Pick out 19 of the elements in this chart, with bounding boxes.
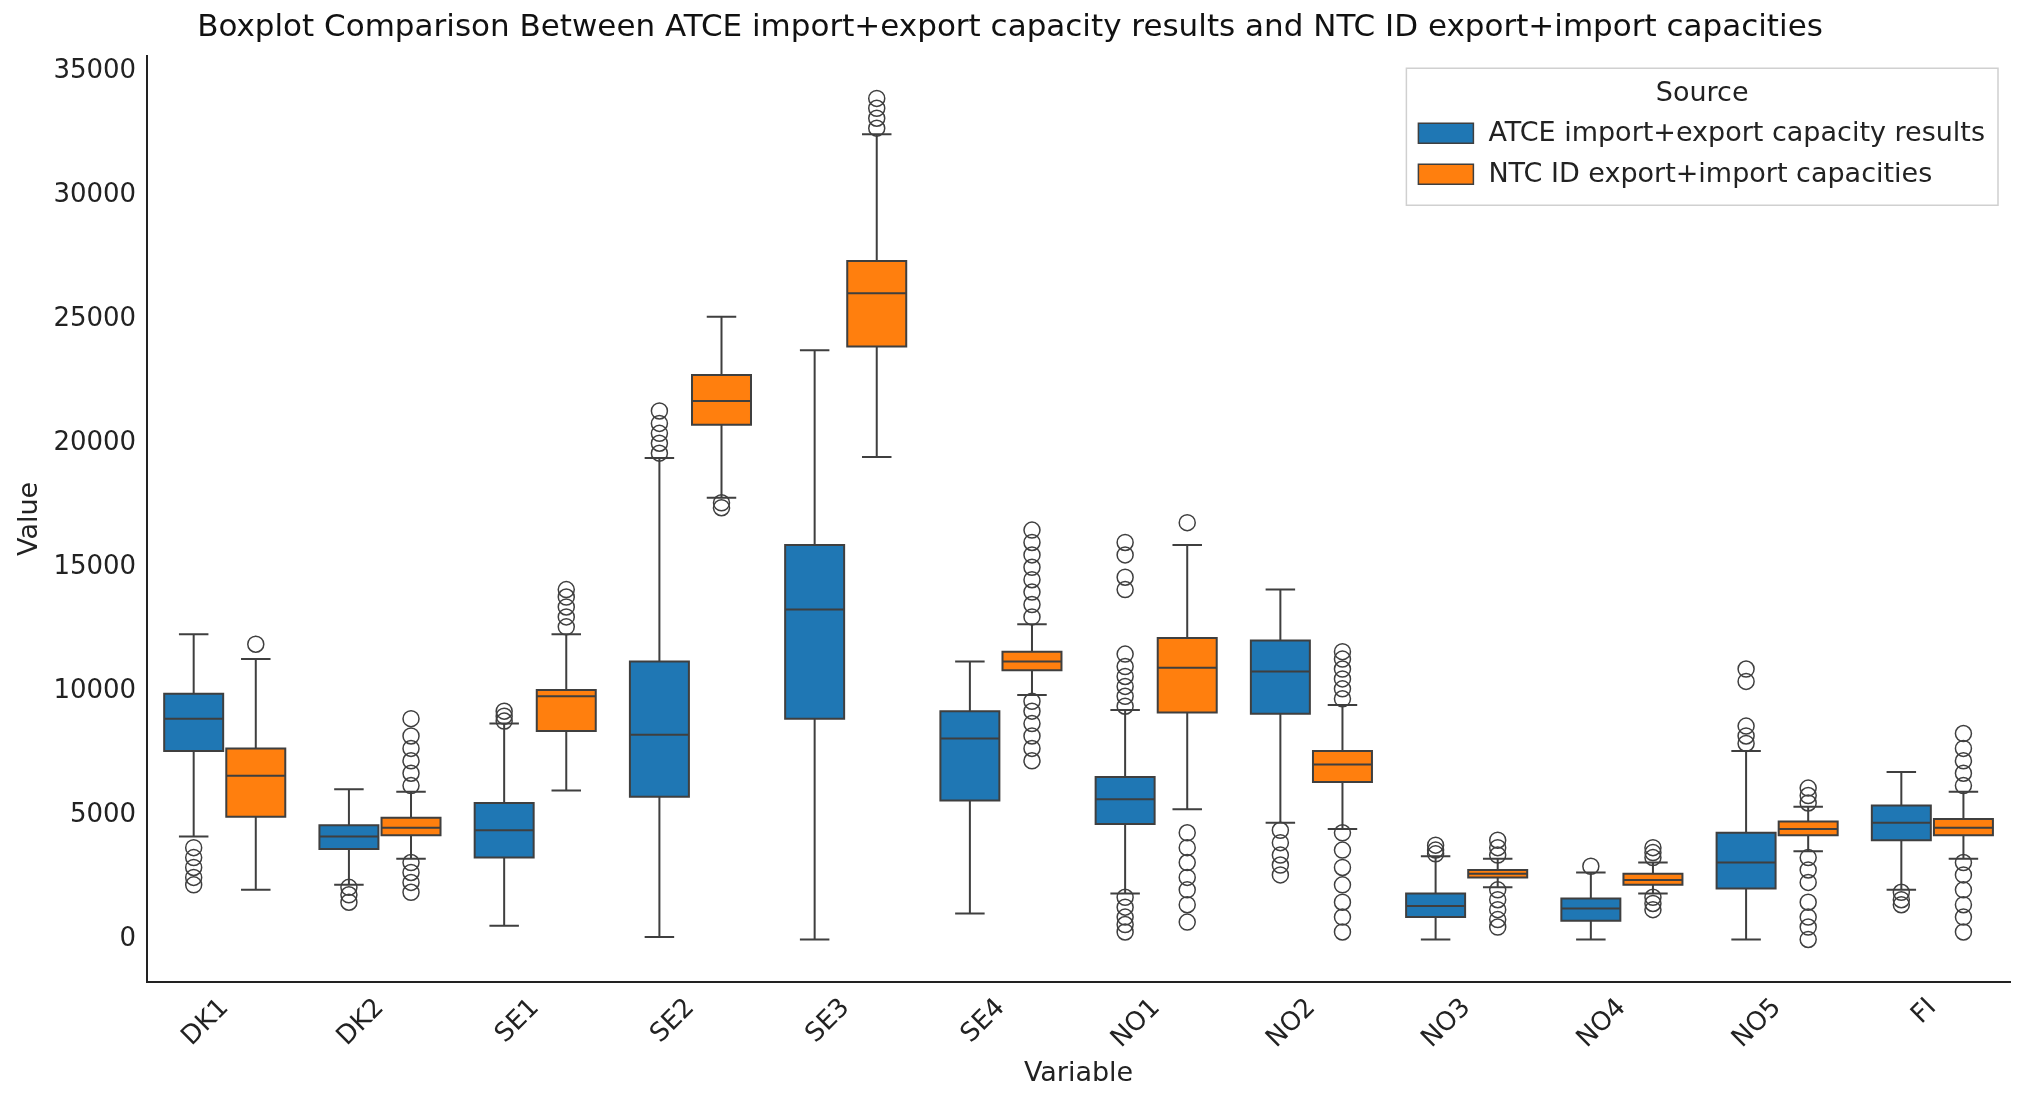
y-tick-label: 20000 bbox=[53, 425, 137, 456]
y-tick-label: 5000 bbox=[69, 798, 137, 829]
legend-label: NTC ID export+import capacities bbox=[1488, 157, 1933, 189]
x-tick-label: SE4 bbox=[953, 991, 1010, 1048]
y-tick-label: 35000 bbox=[53, 53, 137, 84]
legend-title: Source bbox=[1655, 76, 1749, 108]
y-tick-label: 25000 bbox=[53, 301, 137, 332]
x-axis-title: Variable bbox=[1023, 1055, 1134, 1087]
x-tick-label: SE2 bbox=[643, 991, 700, 1048]
legend-label: ATCE import+export capacity results bbox=[1488, 116, 1986, 148]
y-axis-title: Value bbox=[12, 481, 44, 556]
chart-title: Boxplot Comparison Between ATCE import+export capacity results and NTC ID export+import capacities bbox=[197, 6, 1823, 43]
x-tick-label: SE1 bbox=[488, 991, 545, 1048]
x-tick-label: FI bbox=[1904, 991, 1942, 1029]
y-tick-label: 30000 bbox=[53, 177, 137, 208]
x-tick-label: SE3 bbox=[798, 991, 855, 1048]
y-tick-label: 10000 bbox=[53, 674, 137, 705]
y-tick-label: 15000 bbox=[53, 550, 137, 581]
y-tick-label: 0 bbox=[119, 922, 137, 953]
